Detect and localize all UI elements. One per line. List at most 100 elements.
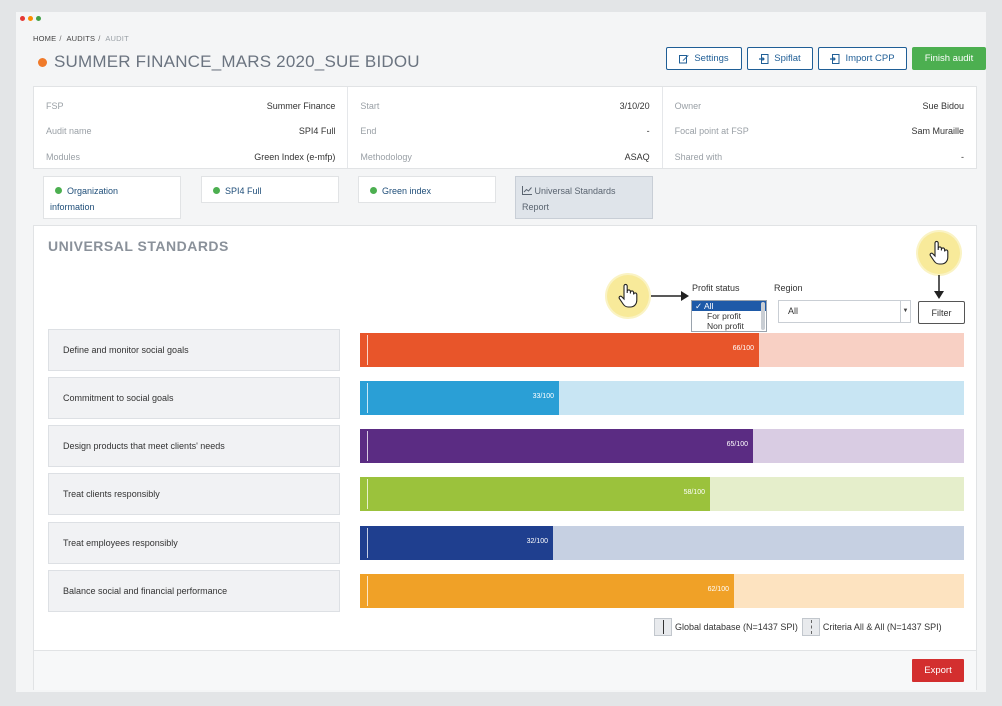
window-controls bbox=[20, 16, 41, 21]
score-bar-fill: 33/100 bbox=[360, 381, 559, 415]
global-database-swatch bbox=[654, 618, 672, 636]
profit-option[interactable]: Non profit bbox=[707, 321, 744, 331]
category-label: Design products that meet clients' needs bbox=[63, 441, 225, 451]
settings-button[interactable]: Settings bbox=[666, 47, 742, 70]
breadcrumb-home[interactable]: HOME bbox=[33, 34, 57, 43]
edit-icon bbox=[679, 54, 689, 63]
minimize-window-dot[interactable] bbox=[28, 16, 33, 21]
info-row: Modules Green Index (e-mfp) bbox=[46, 144, 335, 170]
spiflat-button[interactable]: Spiflat bbox=[747, 47, 813, 70]
legend-global-label: Global database (N=1437 SPI) bbox=[675, 622, 798, 632]
info-value: - bbox=[646, 126, 650, 137]
score-bar-fill: 58/100 bbox=[360, 477, 710, 511]
score-label: 32/100 bbox=[526, 538, 548, 545]
category-label: Define and monitor social goals bbox=[63, 345, 189, 355]
profit-option-selected[interactable]: ✓ All bbox=[692, 301, 766, 311]
universal-standards-card: UNIVERSAL STANDARDS Profit status Region… bbox=[33, 225, 977, 690]
score-label: 33/100 bbox=[532, 393, 554, 400]
import-cpp-button[interactable]: Import CPP bbox=[818, 47, 907, 70]
score-bar-track: 32/100 bbox=[360, 526, 964, 560]
info-row: Methodology ASAQ bbox=[360, 144, 649, 170]
info-row: Start 3/10/20 bbox=[360, 93, 649, 119]
profit-status-listbox[interactable]: ✓ All For profit Non profit bbox=[691, 300, 767, 332]
global-database-marker bbox=[367, 528, 368, 558]
profit-option[interactable]: For profit bbox=[707, 311, 742, 321]
info-key: Audit name bbox=[46, 126, 92, 137]
hand-cursor-icon bbox=[618, 283, 638, 308]
info-row: FSP Summer Finance bbox=[46, 93, 335, 119]
maximize-window-dot[interactable] bbox=[36, 16, 41, 21]
region-select[interactable]: All ▼ bbox=[778, 300, 911, 323]
title-row: SUMMER FINANCE_MARS 2020_SUE BIDOU bbox=[38, 52, 420, 72]
pointer-hand-icon bbox=[918, 232, 960, 274]
legend-criteria-label: Criteria All & All (N=1437 SPI) bbox=[822, 622, 942, 632]
breadcrumb-separator: / bbox=[98, 34, 101, 43]
filter-button[interactable]: Filter bbox=[918, 301, 965, 324]
close-window-dot[interactable] bbox=[20, 16, 25, 21]
finish-audit-button[interactable]: Finish audit bbox=[912, 47, 986, 70]
settings-label: Settings bbox=[694, 53, 729, 64]
info-value: Green Index (e-mfp) bbox=[254, 151, 336, 162]
status-dot-icon bbox=[213, 187, 220, 194]
score-bar-track: 65/100 bbox=[360, 429, 964, 463]
category-label: Balance social and financial performance bbox=[63, 586, 228, 596]
score-label: 65/100 bbox=[726, 441, 748, 448]
info-value: 3/10/20 bbox=[619, 100, 650, 111]
info-value: SPI4 Full bbox=[298, 126, 336, 137]
tab-label: Organization bbox=[67, 186, 119, 196]
breadcrumb-audits[interactable]: AUDITS bbox=[66, 34, 96, 43]
score-bar-fill: 66/100 bbox=[360, 333, 759, 367]
info-row: Audit name SPI4 Full bbox=[46, 119, 335, 145]
tab-organization-information[interactable]: Organization information bbox=[43, 176, 181, 219]
info-key: Modules bbox=[46, 151, 81, 162]
tab-label-line2: information bbox=[50, 202, 95, 212]
tab-label: SPI4 Full bbox=[225, 186, 262, 196]
score-bar-fill: 65/100 bbox=[360, 429, 753, 463]
score-label: 58/100 bbox=[683, 489, 705, 496]
info-row: Owner Sue Bidou bbox=[675, 93, 964, 119]
info-key: Methodology bbox=[360, 151, 412, 162]
arrow-down-icon bbox=[934, 275, 944, 299]
section-title: UNIVERSAL STANDARDS bbox=[48, 238, 229, 254]
card-footer: Export bbox=[34, 650, 976, 690]
toolbar: Settings Spiflat Import CPP Finish audit bbox=[666, 47, 986, 70]
global-database-marker bbox=[367, 383, 368, 413]
category-label: Commitment to social goals bbox=[63, 393, 174, 403]
info-value: ASAQ bbox=[624, 151, 650, 162]
region-select-value: All bbox=[788, 306, 799, 316]
info-row: End - bbox=[360, 119, 649, 145]
pointer-hand-icon bbox=[607, 275, 649, 317]
tab-universal-standards-report[interactable]: Universal Standards Report bbox=[515, 176, 653, 219]
info-key: End bbox=[360, 126, 377, 137]
score-bar-fill: 62/100 bbox=[360, 574, 734, 608]
tab-spi4-full[interactable]: SPI4 Full bbox=[201, 176, 339, 203]
score-bar-track: 66/100 bbox=[360, 333, 964, 367]
info-value: Summer Finance bbox=[266, 100, 336, 111]
status-dot-icon bbox=[55, 187, 62, 194]
score-bar-track: 58/100 bbox=[360, 477, 964, 511]
page-title: SUMMER FINANCE_MARS 2020_SUE BIDOU bbox=[54, 52, 420, 71]
app-window: HOME / AUDITS / AUDIT SUMMER FINANCE_MARS … bbox=[16, 12, 986, 692]
info-value: Sam Muraille bbox=[911, 126, 964, 137]
breadcrumb-separator: / bbox=[59, 34, 62, 43]
profit-option-label: All bbox=[704, 301, 714, 311]
global-database-marker bbox=[367, 431, 368, 461]
tab-green-index[interactable]: Green index bbox=[358, 176, 496, 203]
chevron-down-icon: ▼ bbox=[900, 301, 910, 322]
import-file-icon bbox=[759, 53, 769, 64]
info-key: Owner bbox=[674, 100, 702, 111]
category-label-box: Treat clients responsibly bbox=[48, 473, 340, 515]
breadcrumb-current: AUDIT bbox=[105, 34, 129, 43]
category-label-box: Define and monitor social goals bbox=[48, 329, 340, 371]
export-button[interactable]: Export bbox=[912, 659, 964, 682]
tab-label-line2: Report bbox=[522, 202, 550, 212]
info-column-people: Owner Sue Bidou Focal point at FSP Sam Mur… bbox=[663, 87, 976, 168]
listbox-scrollbar[interactable] bbox=[761, 302, 765, 330]
info-key: Start bbox=[360, 100, 380, 111]
score-bar-fill: 32/100 bbox=[360, 526, 553, 560]
info-row: Shared with - bbox=[675, 144, 964, 170]
criteria-swatch bbox=[801, 618, 820, 636]
hand-cursor-icon bbox=[929, 240, 949, 265]
global-database-marker bbox=[367, 576, 368, 606]
category-label-box: Commitment to social goals bbox=[48, 377, 340, 419]
